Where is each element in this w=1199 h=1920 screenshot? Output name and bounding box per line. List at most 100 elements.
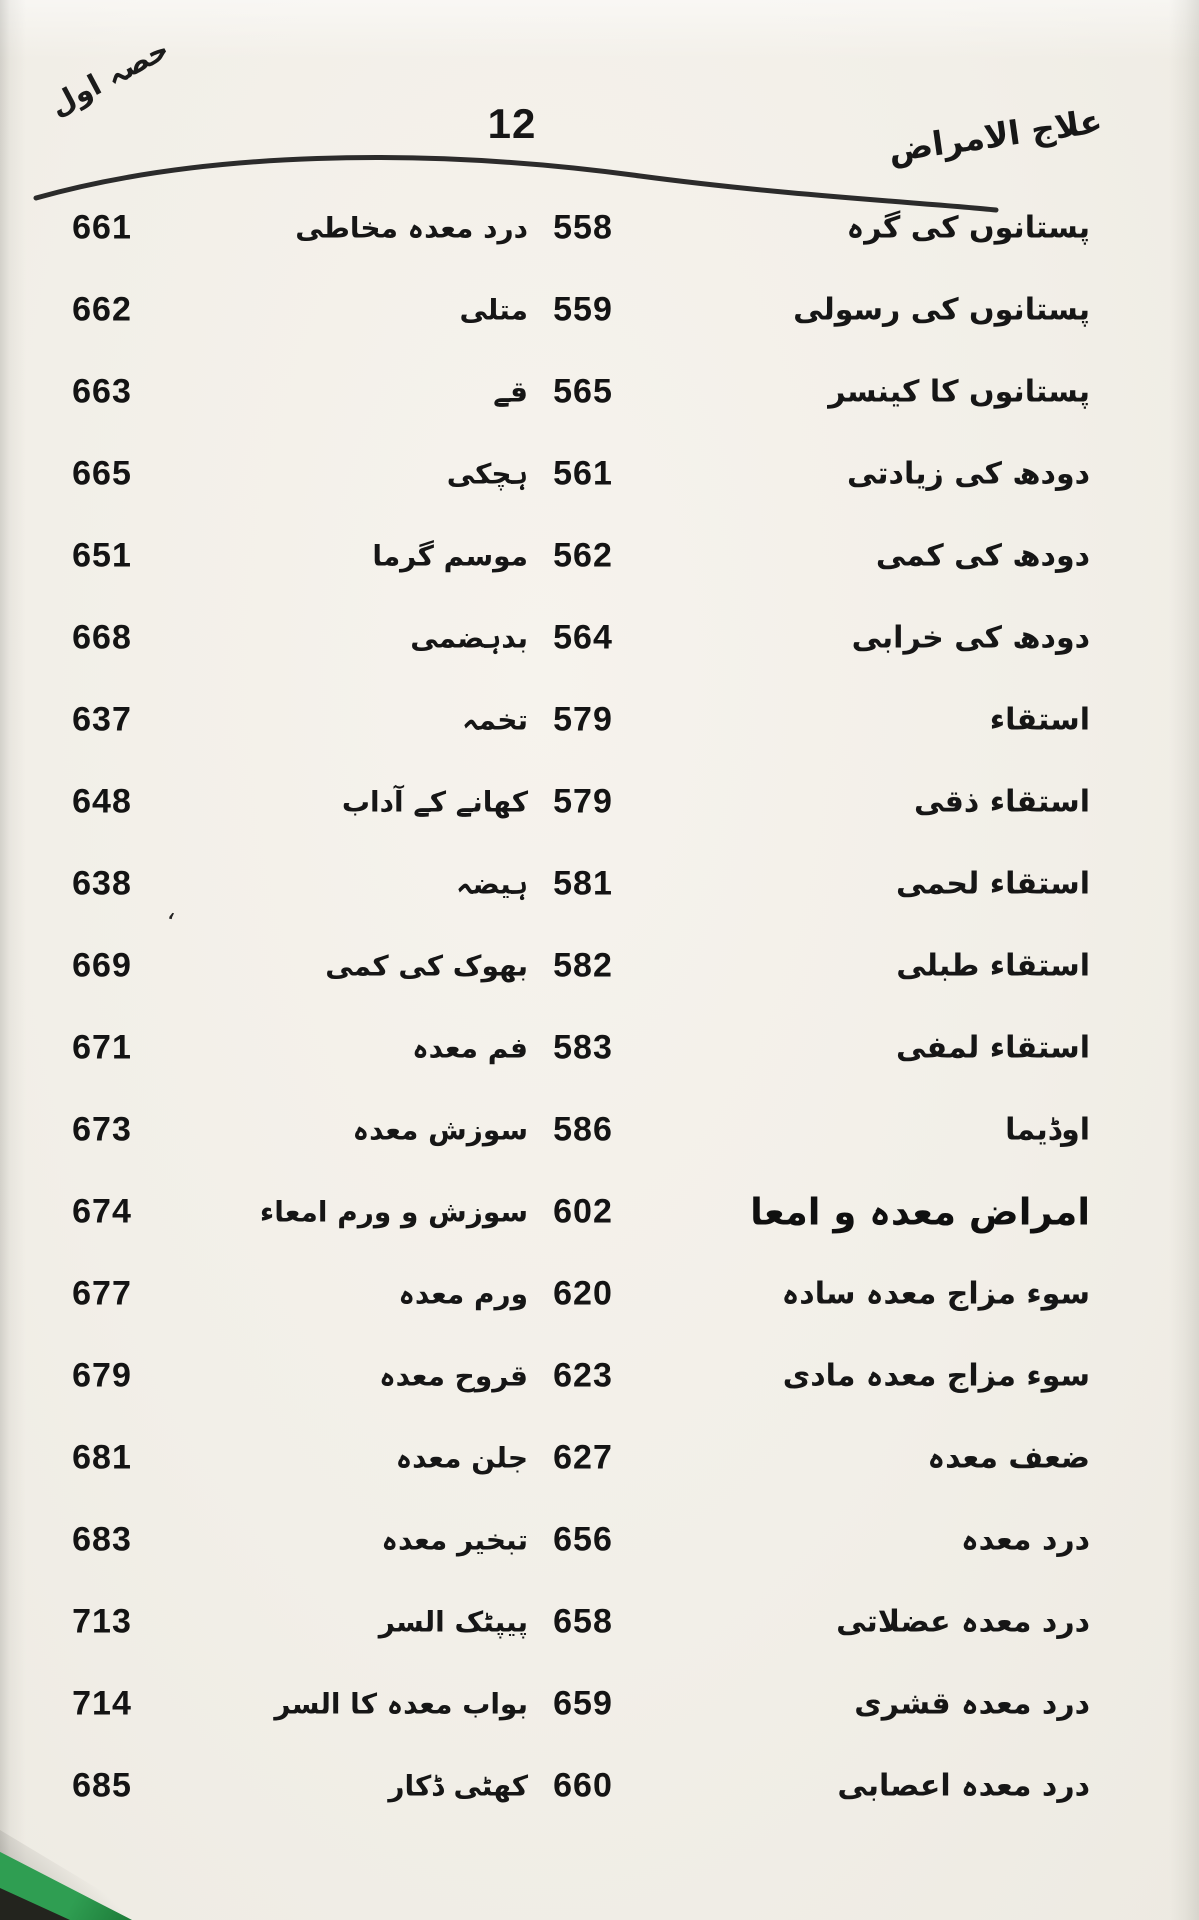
left-entry-title: ورم معدہ xyxy=(398,1277,528,1311)
left-entry-page-number: 665 xyxy=(72,454,132,493)
index-row: 671 فم معدہ 583 استقاء لمفی xyxy=(0,1007,1199,1089)
index-row: 674 سوزش و ورم امعاء 602 امراض معدہ و امعا xyxy=(0,1171,1199,1253)
right-entry-page-number: 558 xyxy=(553,208,613,247)
left-entry-page-number: 663 xyxy=(72,372,132,411)
header-part-label: حصہ اول xyxy=(43,31,175,123)
right-entry-page-number: 620 xyxy=(553,1274,613,1313)
header-book-title: علاج الامراض xyxy=(885,101,1105,170)
right-entry-title: استقاء ذقی xyxy=(913,784,1090,820)
left-entry-page-number: 668 xyxy=(72,618,132,657)
left-entry-title: قے xyxy=(493,375,528,409)
right-entry-page-number: 582 xyxy=(553,946,613,985)
right-entry-page-number: 561 xyxy=(553,454,613,493)
index-row: 713 پیپٹک السر 658 درد معدہ عضلاتی xyxy=(0,1581,1199,1663)
right-entry-page-number: 658 xyxy=(553,1602,613,1641)
index-row: 665 ہچکی 561 دودھ کی زیادتی xyxy=(0,433,1199,515)
left-entry-page-number: 662 xyxy=(72,290,132,329)
right-entry-page-number: 623 xyxy=(553,1356,613,1395)
index-row: 683 تبخیر معدہ 656 درد معدہ xyxy=(0,1499,1199,1581)
right-entry-title: دودھ کی خرابی xyxy=(851,620,1090,656)
left-entry-title: قروح معدہ xyxy=(379,1359,528,1393)
left-entry-title: تبخیر معدہ xyxy=(381,1523,528,1557)
left-entry-title: فم معدہ xyxy=(412,1031,528,1065)
index-rows: 661 درد معدہ مخاطی 558 پستانوں کی گرہ 662 متل… xyxy=(0,187,1199,1827)
left-entry-title: سوزش معدہ xyxy=(352,1113,528,1147)
right-entry-page-number: 602 xyxy=(553,1192,613,1231)
index-row: 651 موسم گرما 562 دودھ کی کمی xyxy=(0,515,1199,597)
index-row: 662 متلی 559 پستانوں کی رسولی xyxy=(0,269,1199,351)
right-entry-title: دودھ کی زیادتی xyxy=(846,456,1090,492)
right-entry-title: سوء مزاج معدہ سادہ xyxy=(781,1276,1090,1312)
right-entry-title: استقاء xyxy=(989,702,1090,738)
right-entry-title: ضعف معدہ xyxy=(927,1440,1090,1476)
right-entry-title: درد معدہ xyxy=(961,1522,1090,1558)
right-entry-title: درد معدہ قشری xyxy=(854,1686,1090,1722)
left-entry-page-number: 677 xyxy=(72,1274,132,1313)
right-entry-title: پستانوں کی رسولی xyxy=(793,292,1090,328)
right-entry-page-number: 562 xyxy=(553,536,613,575)
index-row: 677 ورم معدہ 620 سوء مزاج معدہ سادہ xyxy=(0,1253,1199,1335)
right-entry-page-number: 656 xyxy=(553,1520,613,1559)
left-entry-title: سوزش و ورم امعاء xyxy=(259,1195,528,1229)
left-entry-page-number: 681 xyxy=(72,1438,132,1477)
section-heading: امراض معدہ و امعا xyxy=(750,1190,1091,1234)
index-row: 668 بدہضمی 564 دودھ کی خرابی xyxy=(0,597,1199,679)
left-entry-title: جلن معدہ xyxy=(395,1441,528,1475)
right-entry-title: سوء مزاج معدہ مادی xyxy=(782,1358,1090,1394)
right-entry-page-number: 627 xyxy=(553,1438,613,1477)
index-row: 638 ہیضہ 581 استقاء لحمی xyxy=(0,843,1199,925)
left-entry-title: تخمہ xyxy=(462,703,528,737)
index-row: 673 سوزش معدہ 586 اوڈیما xyxy=(0,1089,1199,1171)
left-entry-title: بواب معدہ کا السر xyxy=(274,1687,528,1721)
page-number: 12 xyxy=(487,100,537,147)
right-entry-page-number: 659 xyxy=(553,1684,613,1723)
index-row: 681 جلن معدہ 627 ضعف معدہ xyxy=(0,1417,1199,1499)
left-entry-title: پیپٹک السر xyxy=(378,1605,528,1639)
right-entry-title: درد معدہ اعصابی xyxy=(837,1768,1090,1804)
right-entry-page-number: 559 xyxy=(553,290,613,329)
left-entry-title: ہچکی xyxy=(446,457,528,491)
right-entry-title: پستانوں کی گرہ xyxy=(846,210,1090,246)
left-entry-page-number: 638 xyxy=(72,864,132,903)
index-row: 669 بھوک کی کمی 582 استقاء طبلی xyxy=(0,925,1199,1007)
index-row: 663 قے 565 پستانوں کا کینسر xyxy=(0,351,1199,433)
left-entry-page-number: 669 xyxy=(72,946,132,985)
left-entry-page-number: 679 xyxy=(72,1356,132,1395)
left-entry-page-number: 713 xyxy=(72,1602,132,1641)
index-row: 661 درد معدہ مخاطی 558 پستانوں کی گرہ xyxy=(0,187,1199,269)
right-entry-page-number: 660 xyxy=(553,1766,613,1805)
index-row: 648 کھانے کے آداب 579 استقاء ذقی xyxy=(0,761,1199,843)
left-entry-title: درد معدہ مخاطی xyxy=(295,211,528,245)
right-entry-title: درد معدہ عضلاتی xyxy=(836,1604,1090,1640)
index-row: 714 بواب معدہ کا السر 659 درد معدہ قشری xyxy=(0,1663,1199,1745)
right-entry-title: استقاء طبلی xyxy=(896,948,1090,984)
right-entry-page-number: 586 xyxy=(553,1110,613,1149)
left-entry-page-number: 673 xyxy=(72,1110,132,1149)
right-entry-title: پستانوں کا کینسر xyxy=(828,374,1090,410)
right-entry-title: دودھ کی کمی xyxy=(875,538,1090,574)
right-entry-title: استقاء لحمی xyxy=(895,866,1090,902)
left-entry-page-number: 685 xyxy=(72,1766,132,1805)
left-entry-title: موسم گرما xyxy=(372,539,528,573)
left-entry-page-number: 651 xyxy=(72,536,132,575)
right-entry-page-number: 581 xyxy=(553,864,613,903)
left-entry-page-number: 671 xyxy=(72,1028,132,1067)
left-entry-title: بھوک کی کمی xyxy=(325,949,528,983)
left-entry-title: بدہضمی xyxy=(410,621,528,655)
index-row: 637 تخمہ 579 استقاء xyxy=(0,679,1199,761)
left-entry-page-number: 637 xyxy=(72,700,132,739)
left-entry-page-number: 648 xyxy=(72,782,132,821)
left-entry-title: کھانے کے آداب xyxy=(341,785,528,819)
left-entry-page-number: 714 xyxy=(72,1684,132,1723)
right-entry-page-number: 565 xyxy=(553,372,613,411)
left-entry-page-number: 661 xyxy=(72,208,132,247)
right-entry-page-number: 583 xyxy=(553,1028,613,1067)
right-entry-page-number: 579 xyxy=(553,700,613,739)
left-entry-title: کھٹی ڈکار xyxy=(388,1769,528,1803)
left-entry-title: متلی xyxy=(459,293,528,327)
left-entry-title: ہیضہ xyxy=(456,867,528,901)
index-row: 685 کھٹی ڈکار 660 درد معدہ اعصابی xyxy=(0,1745,1199,1827)
left-entry-page-number: 683 xyxy=(72,1520,132,1559)
